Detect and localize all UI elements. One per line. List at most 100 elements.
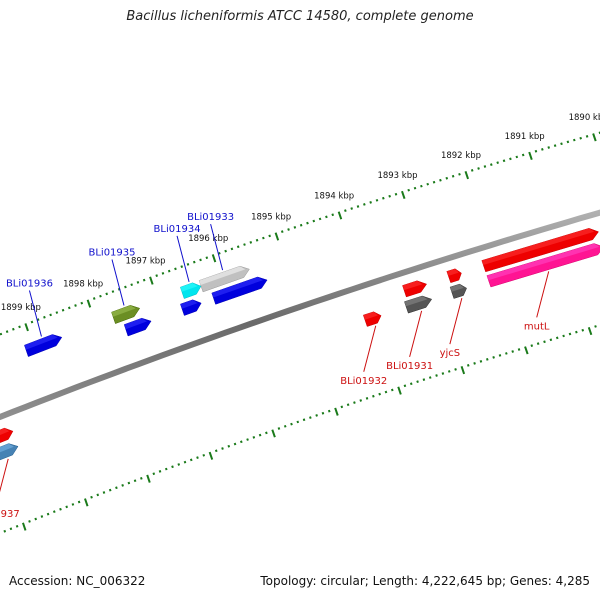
scale-minor-tick bbox=[202, 453, 206, 457]
label-leader-line bbox=[536, 271, 550, 318]
scale-minor-tick bbox=[142, 278, 146, 282]
scale-minor-tick bbox=[331, 213, 335, 217]
gene-blue bbox=[180, 299, 202, 316]
scale-minor-tick bbox=[218, 251, 221, 255]
gene-label[interactable]: BLi01934 bbox=[154, 224, 201, 235]
scale-minor-tick bbox=[384, 390, 388, 394]
scale-minor-tick bbox=[413, 186, 417, 190]
scale-minor-tick bbox=[130, 283, 133, 287]
scale-minor-tick bbox=[127, 481, 131, 485]
scale-minor-tick bbox=[30, 320, 34, 324]
gene-BLi01933 bbox=[198, 265, 250, 293]
gene-BLi01932 bbox=[362, 311, 382, 327]
scale-minor-tick bbox=[420, 184, 423, 188]
scale-minor-tick bbox=[171, 465, 174, 469]
scale-minor-tick bbox=[422, 378, 426, 381]
gene-label[interactable]: BLi01931 bbox=[386, 361, 433, 372]
scale-minor-tick bbox=[0, 332, 3, 336]
scale-major-tick bbox=[24, 323, 29, 332]
scale-minor-tick bbox=[183, 460, 187, 464]
scale-minor-tick bbox=[180, 265, 184, 268]
scale-major-tick bbox=[271, 429, 276, 438]
scale-tick-label: 1894 kbp bbox=[314, 191, 354, 201]
scale-major-tick bbox=[86, 299, 92, 308]
gene-BLi01937 bbox=[0, 443, 19, 461]
gene-label[interactable]: BLi01937 bbox=[0, 509, 20, 520]
scale-minor-tick bbox=[466, 364, 470, 367]
scale-lower bbox=[3, 325, 597, 533]
gene-red bbox=[481, 228, 599, 273]
scale-minor-tick bbox=[65, 505, 69, 509]
scale-major-tick bbox=[146, 474, 151, 483]
scale-minor-tick bbox=[318, 217, 322, 221]
gene-label[interactable]: mutL bbox=[524, 321, 550, 332]
accession-label: Accession: NC_006322 bbox=[9, 574, 146, 588]
scale-minor-tick bbox=[67, 306, 71, 310]
scale-minor-tick bbox=[224, 249, 227, 253]
scale-major-tick bbox=[592, 133, 597, 142]
gene-label[interactable]: BLi01933 bbox=[187, 212, 234, 223]
scale-minor-tick bbox=[152, 472, 156, 476]
scale-minor-tick bbox=[562, 334, 565, 338]
scale-minor-tick bbox=[492, 356, 495, 359]
scale-minor-tick bbox=[283, 424, 287, 428]
scale-minor-tick bbox=[115, 486, 118, 490]
scale-minor-tick bbox=[321, 411, 325, 415]
scale-major-tick bbox=[337, 211, 343, 220]
scale-minor-tick bbox=[403, 384, 407, 388]
scale-minor-tick bbox=[409, 382, 413, 386]
label-leader-line bbox=[176, 235, 190, 283]
scale-minor-tick bbox=[594, 325, 597, 328]
scale-minor-tick bbox=[140, 476, 143, 480]
scale-minor-tick bbox=[302, 418, 306, 422]
scale-minor-tick bbox=[390, 388, 394, 392]
scale-minor-tick bbox=[511, 350, 514, 353]
scale-minor-tick bbox=[243, 243, 246, 246]
scale-minor-tick bbox=[435, 374, 438, 377]
scale-minor-tick bbox=[236, 245, 240, 249]
scale-minor-tick bbox=[111, 290, 115, 293]
scale-minor-tick bbox=[388, 194, 391, 198]
scale-minor-tick bbox=[117, 287, 121, 291]
scale-minor-tick bbox=[192, 260, 196, 264]
scale-minor-tick bbox=[394, 192, 398, 196]
label-leader-line bbox=[28, 290, 42, 337]
scale-minor-tick bbox=[36, 318, 40, 322]
scale-tick-label: 1893 kbp bbox=[377, 171, 417, 181]
gene-label[interactable]: yjcS bbox=[440, 348, 461, 359]
scale-minor-tick bbox=[255, 238, 259, 242]
scale-minor-tick bbox=[80, 301, 84, 305]
scale-minor-tick bbox=[536, 342, 540, 346]
scale-minor-tick bbox=[509, 157, 512, 161]
scale-minor-tick bbox=[553, 144, 557, 147]
scale-minor-tick bbox=[99, 294, 102, 298]
gene-label[interactable]: BLi01935 bbox=[88, 248, 135, 259]
scale-minor-tick bbox=[3, 529, 7, 533]
scale-minor-tick bbox=[534, 149, 538, 153]
scale-minor-tick bbox=[18, 325, 21, 329]
scale-minor-tick bbox=[441, 372, 445, 375]
gene-label[interactable]: BLi01936 bbox=[6, 279, 53, 290]
scale-minor-tick bbox=[34, 517, 38, 521]
scale-minor-tick bbox=[359, 399, 363, 402]
scale-major-tick bbox=[211, 254, 217, 263]
scale-minor-tick bbox=[9, 527, 13, 531]
scale-minor-tick bbox=[233, 442, 237, 446]
scale-minor-tick bbox=[541, 148, 544, 151]
scale-minor-tick bbox=[177, 463, 181, 466]
gene-label[interactable]: BLi01932 bbox=[340, 376, 387, 387]
scale-minor-tick bbox=[543, 340, 546, 344]
scale-tick-label: 1890 kbp bbox=[569, 113, 600, 123]
scale-minor-tick bbox=[287, 228, 290, 231]
scale-minor-tick bbox=[74, 304, 77, 307]
scale-minor-tick bbox=[121, 484, 124, 487]
scale-minor-tick bbox=[439, 178, 442, 182]
scale-minor-tick bbox=[369, 200, 372, 204]
scale-minor-tick bbox=[521, 153, 525, 157]
scale-minor-tick bbox=[124, 285, 127, 289]
scale-minor-tick bbox=[309, 416, 312, 419]
scale-minor-tick bbox=[221, 447, 224, 450]
scale-minor-tick bbox=[581, 328, 585, 332]
genome-backbone bbox=[0, 209, 600, 421]
gene-BLi01931 bbox=[404, 295, 433, 314]
